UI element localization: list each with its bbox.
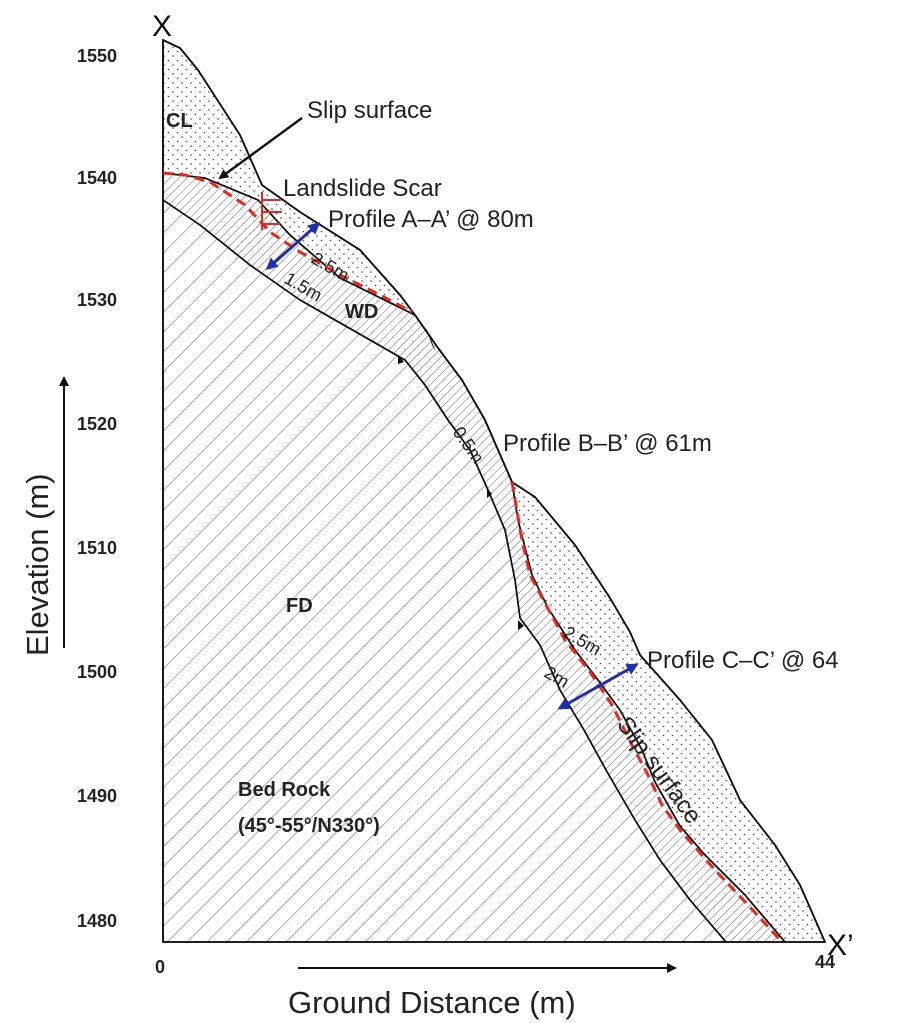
y-tick-1550: 1550 xyxy=(77,46,117,66)
bedrock-label-line2: (45°-55°/N330°) xyxy=(238,815,380,837)
y-tick-1520: 1520 xyxy=(77,414,117,434)
y-tick-1500: 1500 xyxy=(77,662,117,682)
profile-b-label: Profile B–B’ @ 61m xyxy=(503,430,712,457)
wedge-marker-2 xyxy=(398,355,404,364)
x-tick-end: 44 xyxy=(815,952,835,972)
y-axis-title: Elevation (m) xyxy=(20,473,55,656)
x-axis-title: Ground Distance (m) xyxy=(288,985,576,1020)
wedge-marker-4 xyxy=(518,620,524,630)
x-tick-start: 0 xyxy=(155,957,165,977)
colluvium-label: CL xyxy=(166,110,193,132)
bedrock-label-line1: Bed Rock xyxy=(238,779,331,801)
ground-surface-line xyxy=(162,39,826,943)
slip-surface-label-top: Slip surface xyxy=(307,97,432,124)
landslide-scar-symbol xyxy=(261,192,282,230)
y-tick-1510: 1510 xyxy=(77,538,117,558)
landslide-scar-label: Landslide Scar xyxy=(283,175,442,202)
bedrock-layer xyxy=(162,198,728,943)
thickness-arrow-a xyxy=(265,222,321,270)
slip-surface-lower xyxy=(510,481,784,944)
profile-a-label: Profile A–A’ @ 80m xyxy=(328,206,534,233)
section-start-label: X xyxy=(152,10,172,43)
wedge-marker-3 xyxy=(487,488,492,498)
slip-surface-pointer xyxy=(218,117,303,180)
section-end-label: X’ xyxy=(827,929,854,962)
y-tick-1530: 1530 xyxy=(77,290,117,310)
weathered-label: WD xyxy=(345,301,378,323)
y-tick-1540: 1540 xyxy=(77,168,117,188)
profile-c-label: Profile C–C’ @ 64 xyxy=(647,647,839,674)
wedge-marker-1 xyxy=(425,325,436,352)
thickness-arrow-c xyxy=(557,663,639,710)
fractured-label: FD xyxy=(286,595,313,617)
y-tick-1490: 1490 xyxy=(77,786,117,806)
y-tick-1480: 1480 xyxy=(77,911,117,931)
